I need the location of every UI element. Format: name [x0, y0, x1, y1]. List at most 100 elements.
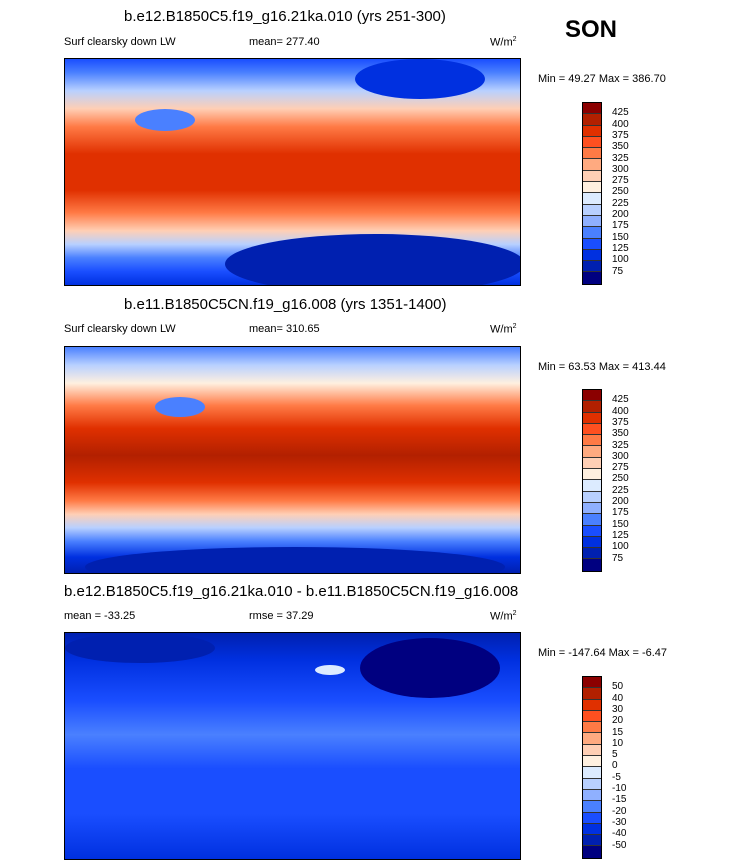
colorbar-label: 275	[612, 462, 629, 474]
colorbar-label: -20	[612, 805, 627, 817]
colorbar-box	[583, 401, 601, 413]
colorbar-label: 350	[612, 141, 629, 153]
colorbar-box	[583, 193, 601, 205]
colorbar-label: 250	[612, 473, 629, 485]
panel2-title: b.e11.B1850C5CN.f19_g16.008 (yrs 1351-14…	[124, 296, 447, 313]
antarctic-low	[225, 234, 520, 285]
colorbar-box	[583, 238, 601, 250]
colorbar-box	[583, 261, 601, 273]
panel1-minmax: Min = 49.27 Max = 386.70	[538, 73, 666, 85]
colorbar-label: -5	[612, 771, 621, 783]
colorbar-box	[583, 170, 601, 183]
units-text: W/m	[490, 323, 513, 336]
panel1-mean: mean= 277.40	[249, 36, 320, 48]
colorbar-label: 20	[612, 715, 624, 727]
colorbar-box	[583, 536, 601, 549]
colorbar-label: 200	[612, 496, 629, 507]
units-text: W/m	[490, 36, 513, 49]
colorbar-box	[583, 812, 601, 824]
colorbar-label: -30	[612, 816, 627, 828]
panel2-mean: mean= 310.65	[249, 323, 320, 335]
colorbar-box	[583, 744, 601, 757]
panel2-colorbar	[582, 389, 602, 572]
colorbar-box	[583, 457, 601, 470]
colorbar-box	[583, 215, 601, 228]
colorbar-box	[583, 559, 601, 571]
colorbar-label: 325	[612, 439, 629, 451]
panel3-units: W/m2	[490, 610, 517, 623]
panel2-variable: Surf clearsky down LW	[64, 323, 176, 335]
colorbar-label: 375	[612, 129, 629, 141]
colorbar-label: 50	[612, 681, 624, 693]
colorbar-label: 425	[612, 107, 629, 119]
laurentide-low	[355, 59, 485, 99]
colorbar-label: 150	[612, 518, 629, 530]
colorbar-label: 400	[612, 118, 629, 130]
colorbar-box	[583, 412, 601, 424]
colorbar-label: 300	[612, 163, 629, 175]
tibet-low	[155, 397, 205, 417]
colorbar-label: 300	[612, 450, 629, 462]
colorbar-box	[583, 103, 601, 115]
colorbar-box	[583, 801, 601, 813]
colorbar-box	[583, 548, 601, 560]
colorbar-label: 375	[612, 416, 629, 428]
colorbar-box	[583, 446, 601, 458]
colorbar-label: -40	[612, 828, 627, 840]
colorbar-box	[583, 710, 601, 723]
colorbar-box	[583, 390, 601, 402]
panel1-title: b.e12.B1850C5.f19_g16.21ka.010 (yrs 251-…	[124, 8, 446, 25]
colorbar-box	[583, 835, 601, 847]
colorbar-label: 75	[612, 265, 624, 277]
colorbar-box	[583, 182, 601, 194]
colorbar-label: 40	[612, 692, 624, 704]
colorbar-label: 125	[612, 242, 629, 254]
colorbar-box	[583, 148, 601, 160]
units-sup: 2	[512, 323, 517, 330]
colorbar-label: 350	[612, 428, 629, 440]
colorbar-box	[583, 677, 601, 689]
colorbar-label: 425	[612, 394, 629, 406]
colorbar-label: 15	[612, 726, 624, 738]
panel1-colorbar	[582, 102, 602, 285]
colorbar-label: 30	[612, 703, 624, 715]
colorbar-box	[583, 846, 601, 858]
colorbar-box	[583, 688, 601, 700]
colorbar-box	[583, 125, 601, 137]
panel1-map	[64, 58, 521, 286]
colorbar-label: -50	[612, 839, 627, 851]
colorbar-box	[583, 204, 601, 216]
colorbar-box	[583, 272, 601, 284]
colorbar-label: 200	[612, 209, 629, 220]
colorbar-label: 100	[612, 254, 629, 266]
colorbar-label: -15	[612, 794, 627, 806]
units-sup: 2	[512, 610, 517, 617]
colorbar-box	[583, 136, 601, 149]
colorbar-label: -10	[612, 783, 627, 794]
panel3-colorbar	[582, 676, 602, 859]
bering-diff	[315, 665, 345, 675]
panel1-units: W/m2	[490, 36, 517, 49]
colorbar-label: 275	[612, 175, 629, 187]
colorbar-box	[583, 514, 601, 526]
colorbar-box	[583, 756, 601, 768]
colorbar-label: 75	[612, 552, 624, 564]
antarctic-low	[85, 547, 505, 573]
colorbar-box	[583, 502, 601, 515]
panel2-minmax: Min = 63.53 Max = 413.44	[538, 361, 666, 373]
laurentide-diff	[360, 638, 500, 698]
colorbar-box	[583, 159, 601, 171]
panel2-units: W/m2	[490, 323, 517, 336]
colorbar-label: 150	[612, 231, 629, 243]
units-sup: 2	[512, 36, 517, 43]
colorbar-box	[583, 733, 601, 745]
panel3-title: b.e12.B1850C5.f19_g16.21ka.010 - b.e11.B…	[64, 583, 519, 600]
colorbar-label: 5	[612, 749, 618, 761]
colorbar-box	[583, 823, 601, 836]
colorbar-label: 325	[612, 152, 629, 164]
panel3-rmse: rmse = 37.29	[249, 610, 314, 622]
eurasia-diff	[65, 633, 215, 663]
units-text: W/m	[490, 610, 513, 623]
colorbar-box	[583, 435, 601, 447]
